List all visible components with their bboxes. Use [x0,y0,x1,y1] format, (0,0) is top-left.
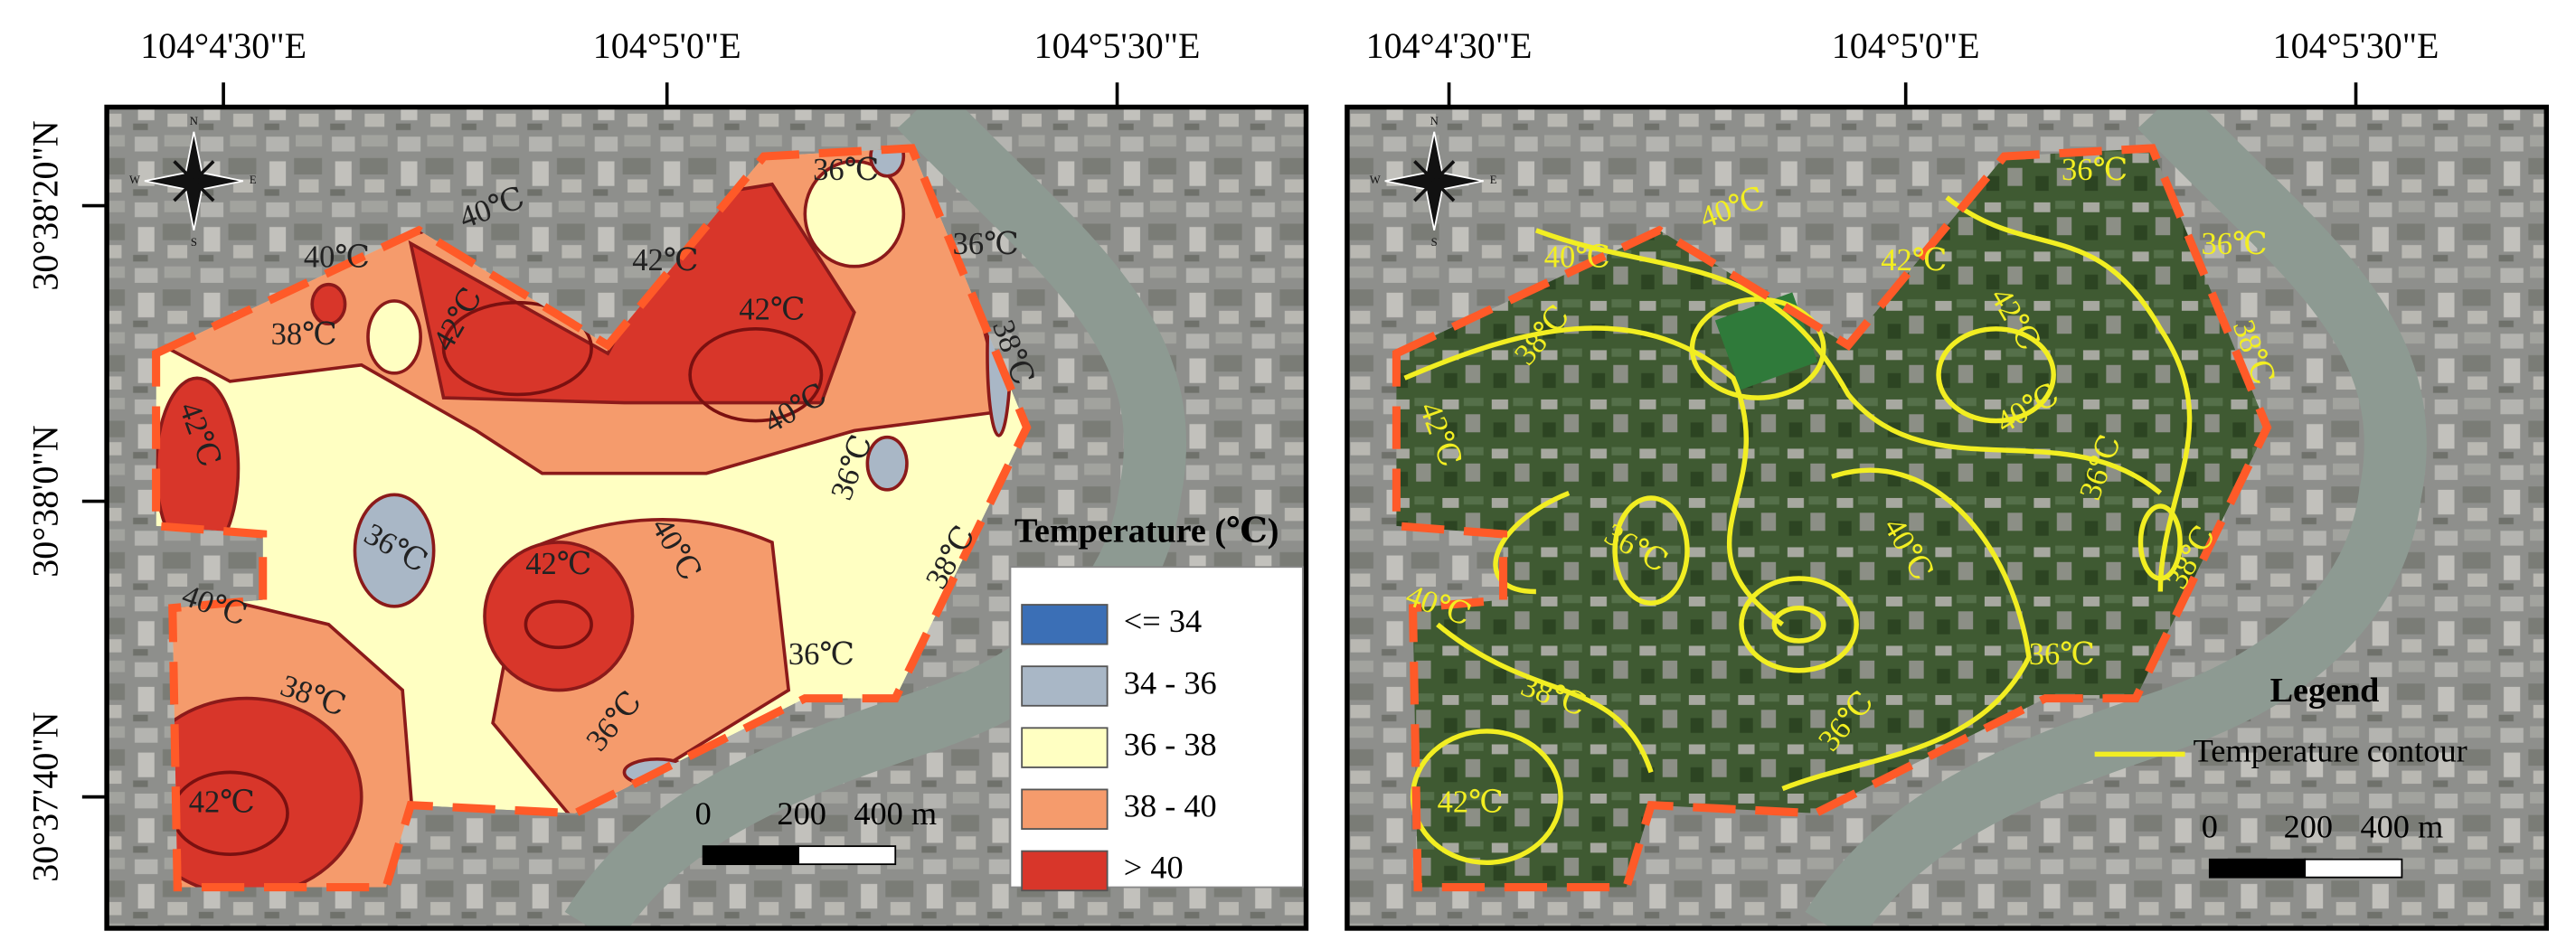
legend-label: 38 - 40 [1124,788,1217,824]
legend-swatch [1021,850,1109,892]
temperature-contour [1771,605,1826,644]
contour-label: 42℃ [1881,243,1947,277]
legend-label: Temperature contour [2194,733,2467,769]
temperature-contour [1403,325,1784,627]
legend-swatch [1021,727,1109,768]
scale-bar-white [2304,858,2403,879]
scale-bar-black [2208,858,2307,879]
contour-ring [524,599,593,650]
contour-label: 38℃ [271,317,337,352]
compass-letter: N [1430,115,1439,127]
temperature-contour [1436,622,1654,774]
scale-bar-white [797,845,897,866]
latitude-label: 30°38'20"N [25,120,66,290]
temperature-contour [1612,495,1690,606]
compass-letter: W [129,174,140,186]
contour-label: 36℃ [953,227,1019,261]
contour-label: 42℃ [739,293,805,327]
map-body [107,107,1307,928]
contour-label: 36℃ [2062,153,2128,187]
scale-bar-black [702,845,799,866]
legend-title: Temperature (℃) [1014,513,1279,550]
legend-swatch [1021,788,1109,830]
legend-label: > 40 [1124,850,1184,886]
temperature-contour [1739,576,1859,673]
zone-36-38 [803,159,906,268]
compass-rose [173,160,215,202]
contour-label: 42℃ [1438,785,1504,820]
contour-label: 40℃ [1544,240,1610,274]
contour-label: 36℃ [788,637,854,672]
contour-ring [688,326,824,423]
map-panel: 40℃40℃38℃42℃42℃40℃36℃36℃38℃42℃ 36℃36℃ 40℃ 3… [1345,25,2550,931]
temperature-contour [1945,195,2193,592]
zone-36-38 [366,299,422,375]
map-frame [1345,104,2550,931]
zone-gt-40 [310,282,347,326]
temperature-contour [1534,228,2163,495]
longitude-label: 104°5'0"E [593,25,741,66]
temperature-contour [1689,296,1826,400]
latitude-label: 30°37'40"N [25,711,66,881]
legend-label: 34 - 36 [1124,664,1217,701]
compass-letter: S [191,236,197,249]
legend-swatch [1021,604,1109,645]
compass-letter: E [1490,174,1497,186]
contour-label: 36℃ [2202,227,2268,261]
compass-rose [1413,160,1456,202]
scale-label: 400 m [854,795,937,832]
zone-gt-40 [156,696,363,888]
map-body [1346,107,2547,928]
zone-gt-40 [483,541,635,692]
contour-label: 36℃ [2029,637,2095,672]
temperature-contour [2137,503,2183,581]
zone-34-36 [869,147,906,178]
scale-label: 200 [2284,808,2334,844]
zone-34-36 [353,493,436,608]
longitude-label: 104°5'30"E [2273,25,2439,66]
contour-label: 36℃ [813,153,879,187]
zone-34-36 [865,435,909,492]
compass-letter: W [1370,174,1381,186]
campus-imagery [1396,147,2268,888]
temperature-contour [1781,467,2032,792]
latitude-label: 30°38'0"N [25,425,66,577]
scale-label: 0 [2202,808,2218,844]
contour-label: 42℃ [189,785,255,820]
contour-ring [441,300,593,397]
compass-letter: E [250,174,257,186]
sports-field [1714,292,1818,390]
map-frame [104,104,1309,931]
contour-label: 42℃ [525,547,591,581]
scale-label: 0 [695,795,712,832]
map-panel: 40℃40℃38℃ 42℃42℃42℃40℃36℃36℃38℃42℃ 36℃36℃ 4… [25,25,1309,931]
river [1805,107,2427,928]
scale-label: 200 [777,795,826,832]
longitude-label: 104°4'30"E [1366,25,1533,66]
study-area-boundary [1392,144,2272,892]
study-area-boundary [152,144,1032,892]
contour-label: 40℃ [304,240,370,274]
legend-title: Legend [2270,672,2380,710]
temperature-contour [1493,490,1571,595]
longitude-label: 104°5'0"E [1832,25,1980,66]
contour-label: 42℃ [632,243,698,277]
longitude-label: 104°4'30"E [140,25,307,66]
legend-label: <= 34 [1124,603,1202,639]
legend-swatch [1021,665,1109,707]
temperature-contour [1936,326,2056,424]
study-area [1392,144,2272,892]
longitude-label: 104°5'30"E [1034,25,1201,66]
scale-label: 400 m [2360,808,2443,844]
compass-letter: S [1431,236,1438,249]
compass-letter: N [190,115,198,127]
legend-label: 36 - 38 [1124,726,1217,762]
